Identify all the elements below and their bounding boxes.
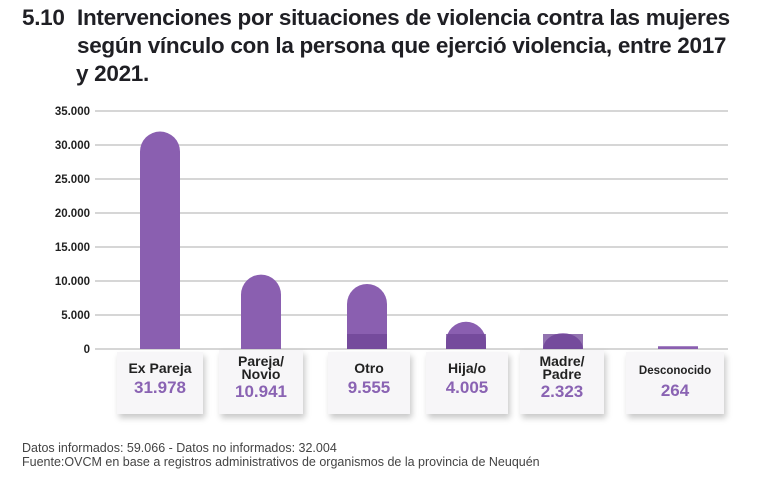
bars xyxy=(140,131,698,349)
category-label-box: Otro 9.555 xyxy=(328,352,410,414)
category-name: Padre xyxy=(542,366,582,382)
category-name: Pareja/ xyxy=(238,353,284,369)
category-name: Otro xyxy=(354,360,384,376)
gridlines xyxy=(95,110,728,350)
footer-data-count: Datos informados: 59.066 - Datos no info… xyxy=(22,441,337,455)
chart-number: 5.10 xyxy=(22,5,65,30)
y-tick-label: 0 xyxy=(84,344,90,356)
data-label: 264 xyxy=(660,381,690,400)
bar-shade xyxy=(543,334,583,349)
category-label-box: Desconocido 264 xyxy=(626,352,724,414)
bar xyxy=(658,346,698,349)
data-label: 2.323 xyxy=(540,382,584,401)
data-label: 10.941 xyxy=(235,382,287,401)
bar-chart: 0 5.000 10.000 15.000 20.000 25.000 30.000 35.0… xyxy=(55,106,728,356)
category-name: Hija/o xyxy=(447,360,487,376)
y-tick-label: 5.000 xyxy=(61,310,90,322)
category-name: Novio xyxy=(241,366,281,382)
bar xyxy=(347,284,387,349)
y-tick-label: 20.000 xyxy=(55,208,90,220)
data-label: 9.555 xyxy=(347,378,391,397)
category-label-box: Madre/Padre 2.323 xyxy=(520,350,604,414)
title-line-3: y 2021. xyxy=(76,61,149,86)
category-name: Ex Pareja xyxy=(128,360,192,376)
category-name: Madre/ xyxy=(539,353,585,369)
y-tick-label: 10.000 xyxy=(55,276,90,288)
footer-source: Fuente:OVCM en base a registros administ… xyxy=(22,455,540,469)
category-label-box: Hija/o 4.005 xyxy=(426,352,508,414)
y-tick-label: 15.000 xyxy=(55,242,90,254)
chart-footer: Datos informados: 59.066 - Datos no info… xyxy=(22,441,540,469)
bar-shade xyxy=(446,334,486,349)
category-name: Desconocido xyxy=(638,365,712,377)
data-label: 31.978 xyxy=(134,378,186,397)
bar xyxy=(140,131,180,349)
title-line-1: Intervenciones por situaciones de violen… xyxy=(77,5,730,30)
bar-shade xyxy=(347,334,387,349)
y-tick-label: 35.000 xyxy=(55,106,90,118)
category-label-box: Pareja/Novio 10.941 xyxy=(219,350,303,414)
bar xyxy=(241,274,281,349)
y-axis-ticks: 0 5.000 10.000 15.000 20.000 25.000 30.000 35.0… xyxy=(55,106,90,356)
y-tick-label: 30.000 xyxy=(55,140,90,152)
category-label-box: Ex Pareja 31.978 xyxy=(117,352,203,414)
title-line-2: según vínculo con la persona que ejerció… xyxy=(77,33,727,58)
data-label: 4.005 xyxy=(445,378,489,397)
y-tick-label: 25.000 xyxy=(55,174,90,186)
